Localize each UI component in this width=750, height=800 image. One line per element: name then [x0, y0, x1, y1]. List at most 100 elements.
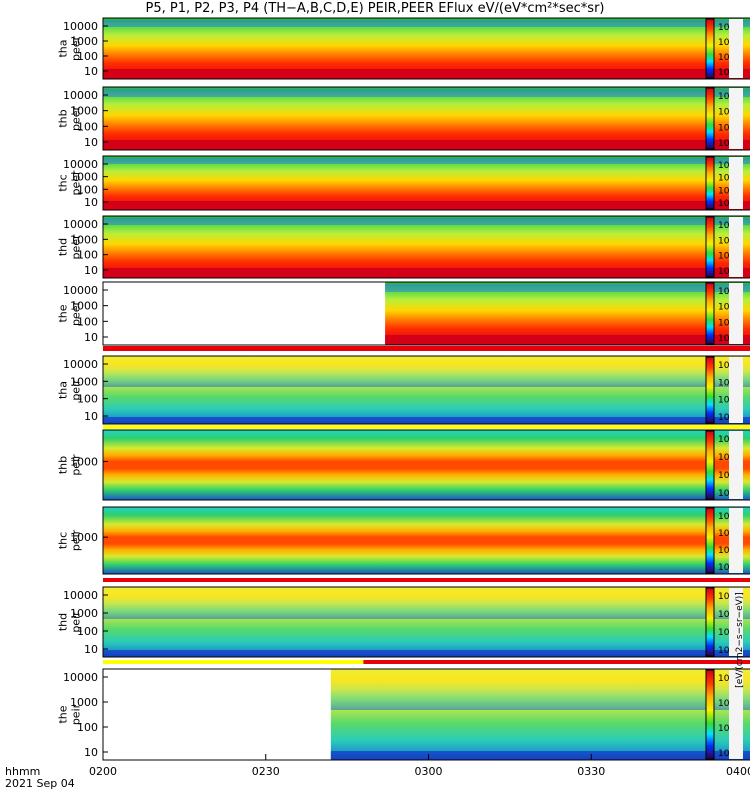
panel-label: thdpeir	[57, 611, 83, 633]
flag-bar-segment	[103, 346, 750, 351]
panel-frame	[102, 215, 750, 279]
panel-frame	[102, 155, 750, 211]
panel-label: thepeir	[57, 703, 83, 725]
colorbar-tick-label: 10⁸	[718, 23, 733, 33]
date-label: 2021 Sep 04	[5, 777, 75, 790]
y-tick-label: 100	[77, 315, 98, 328]
colorbar-tick-label: 10⁴	[718, 123, 733, 133]
panel-label: thdpeer	[57, 234, 83, 260]
colorbar-tick-label: 10²	[718, 646, 733, 656]
colorbar-tick-label: 10⁴	[718, 318, 733, 328]
colorbar-tick-label: 10²	[718, 139, 733, 149]
x-tick-label: 0300	[415, 765, 443, 778]
colorbar-unit-label: [eV/(cm2−s−sr−eV)]	[735, 592, 745, 688]
colorbar-tick-label: 10⁴	[718, 546, 733, 556]
colorbar-unit-strip	[729, 19, 743, 78]
colorbar-tick-label: 10⁶	[718, 378, 733, 388]
colorbar-tick-label: 10⁴	[718, 396, 733, 406]
y-tick-label: 100	[77, 50, 98, 63]
low-energy-band	[103, 140, 750, 150]
y-tick-label: 10	[84, 643, 98, 656]
colorbar-tick-label: 10⁴	[718, 724, 733, 734]
colorbar-thd-peer	[705, 216, 715, 278]
colorbar-unit-strip	[729, 508, 743, 573]
noise-strip	[103, 650, 750, 657]
colorbar-unit-strip	[729, 283, 743, 344]
colorbar-tha-peer	[705, 18, 715, 79]
y-tick-label: 10	[84, 331, 98, 344]
colorbar-tick-label: 10⁶	[718, 174, 733, 184]
colorbar-tha-peir	[705, 356, 715, 424]
y-tick-label: 100	[77, 249, 98, 262]
y-tick-label: 100	[77, 393, 98, 406]
colorbar-tick-label: 10⁶	[718, 38, 733, 48]
colorbar-tick-label: 10⁸	[718, 674, 733, 684]
panel-label: thbpeir	[57, 454, 83, 476]
x-axis-label: hhmm	[5, 765, 41, 778]
panel-label: thcpeir	[57, 529, 83, 551]
noise-strip	[103, 20, 750, 27]
colorbar-unit-strip	[729, 670, 743, 759]
colorbar-tick-label: 10²	[718, 563, 733, 573]
colorbar-tick-label: 10²	[718, 489, 733, 499]
colorbar-the-peir	[705, 669, 715, 760]
noise-strip	[385, 284, 750, 292]
colorbar-unit-strip	[729, 357, 743, 423]
colorbar-tick-label: 10⁸	[718, 287, 733, 297]
panel-frame	[102, 506, 750, 575]
y-tick-label: 1000	[70, 607, 98, 620]
panel-label: thapeir	[57, 379, 83, 401]
colorbar-tick-label: 10²	[718, 334, 733, 344]
colorbar-tick-label: 10⁸	[718, 512, 733, 522]
high-energy-band	[330, 669, 750, 710]
y-tick-label: 1000	[70, 696, 98, 709]
spectrogram-tha-peer	[103, 18, 750, 79]
y-tick-label: 10000	[63, 671, 98, 684]
y-tick-label: 1000	[70, 35, 98, 48]
colorbar-unit-strip	[729, 588, 743, 656]
y-tick-label: 10000	[63, 89, 98, 102]
flag-bar-segment	[363, 660, 750, 664]
colorbar-tick-label: 10⁸	[718, 221, 733, 231]
y-tick-label: 1000	[70, 531, 98, 544]
low-energy-band	[385, 335, 750, 345]
colorbar-tick-label: 10⁴	[718, 252, 733, 262]
colorbar-tick-label: 10⁸	[718, 435, 733, 445]
low-energy-band	[103, 69, 750, 79]
y-tick-label: 1000	[70, 105, 98, 118]
colorbar-tick-label: 10⁶	[718, 303, 733, 313]
panel-frame	[102, 17, 750, 80]
panel-the-peir: 10000 1000 100 10 thepeir 10² 10⁴ 10⁶ 10⁸	[57, 668, 750, 761]
colorbar-thb-peer	[705, 87, 715, 150]
noise-strip	[103, 417, 750, 424]
high-energy-band	[103, 587, 750, 619]
colorbar-unit-strip	[729, 157, 743, 209]
noise-strip	[330, 751, 750, 760]
y-tick-label: 10000	[63, 218, 98, 231]
y-tick-label: 1000	[70, 375, 98, 388]
noise-strip	[103, 89, 750, 97]
y-tick-label: 1000	[70, 171, 98, 184]
flag-bar-segment	[103, 578, 750, 582]
colorbar-tick-label: 10²	[718, 749, 733, 759]
spectrogram-thb-peir	[103, 430, 750, 500]
panel-label: thbpeer	[57, 106, 83, 132]
panel-frame	[102, 355, 750, 425]
y-tick-label: 1000	[70, 456, 98, 469]
colorbar-thb-peir	[705, 430, 715, 500]
colorbar-tick-label: 10²	[718, 199, 733, 209]
y-tick-label: 10	[84, 196, 98, 209]
colorbar-thd-peir	[705, 587, 715, 657]
colorbar-tick-label: 10⁶	[718, 108, 733, 118]
spectrogram-thc-peir	[103, 507, 750, 574]
noise-strip	[103, 158, 750, 164]
spectrogram-thd-peer	[103, 216, 750, 278]
colorbar-tick-label: 10²	[718, 68, 733, 78]
flag-bar-segment	[103, 425, 750, 429]
colorbar-thc-peir	[705, 507, 715, 574]
